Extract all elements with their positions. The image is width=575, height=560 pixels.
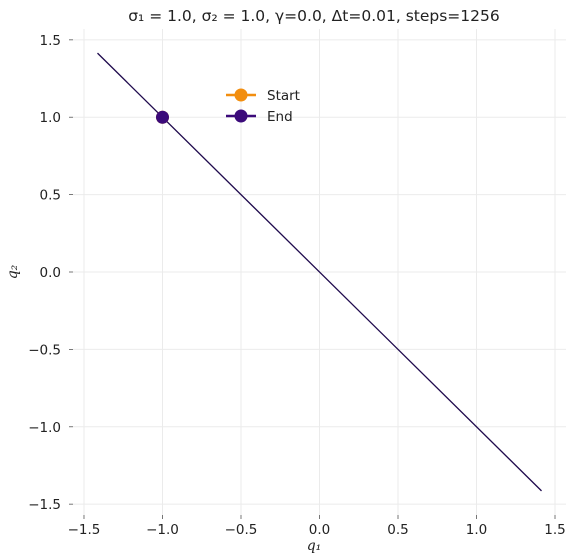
- x-tick-label: 1.5: [544, 522, 565, 538]
- x-tick-label: −0.5: [225, 522, 258, 538]
- series-layer: [97, 52, 542, 492]
- grid: [69, 29, 566, 519]
- y-tick-label: −1.5: [28, 497, 61, 513]
- marker-layer: [155, 110, 169, 124]
- legend-end-marker: [234, 109, 248, 123]
- chart-title: σ₁ = 1.0, σ₂ = 1.0, γ=0.0, Δt=0.01, step…: [128, 7, 500, 25]
- legend: Start End: [226, 88, 300, 125]
- y-tick-label: 1.0: [40, 110, 61, 126]
- y-axis-label: q₂: [5, 264, 21, 279]
- x-tick-label: 0.5: [387, 522, 408, 538]
- trajectory-line: [97, 52, 542, 492]
- x-axis-label: q₁: [307, 538, 322, 554]
- y-tick-label: 0.0: [40, 265, 61, 281]
- y-tick-labels: −1.5 −1.0 −0.5 0.0 0.5 1.0 1.5: [28, 33, 61, 513]
- x-tick-label: 0.0: [309, 522, 330, 538]
- y-tick-label: −0.5: [28, 342, 61, 358]
- x-tick-label: −1.0: [146, 522, 179, 538]
- x-tick-label: 1.0: [466, 522, 487, 538]
- x-tick-labels: −1.5 −1.0 −0.5 0.0 0.5 1.0 1.5: [68, 522, 566, 538]
- legend-end-label: End: [267, 109, 293, 125]
- legend-start-marker: [234, 88, 248, 102]
- y-tick-label: 0.5: [40, 188, 61, 204]
- x-tick-label: −1.5: [68, 522, 101, 538]
- y-tick-label: −1.0: [28, 420, 61, 436]
- end-marker: [155, 110, 169, 124]
- y-tick-label: 1.5: [40, 33, 61, 49]
- legend-start-label: Start: [267, 88, 300, 104]
